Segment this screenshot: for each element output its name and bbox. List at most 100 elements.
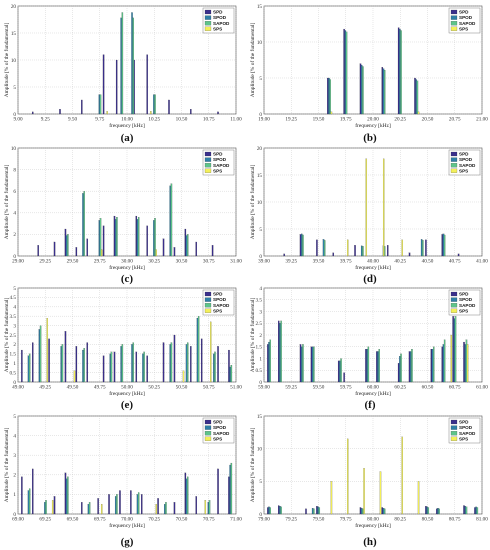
bar-spd [135, 215, 138, 257]
bar-spd [190, 109, 192, 115]
legend-swatch [204, 419, 212, 425]
x-tick-label: 21.00 [476, 117, 488, 123]
bar-spd [21, 349, 23, 383]
panel-label: (a) [121, 132, 134, 144]
x-tick-label: 9.00 [13, 117, 22, 123]
legend-label: SPS [459, 308, 468, 313]
x-tick-label: 50.25 [148, 385, 160, 391]
legend-swatch [450, 21, 458, 26]
x-tick-label: 19.25 [285, 117, 297, 123]
bar-sapod [324, 240, 326, 257]
bar-sapod [187, 234, 189, 257]
y-tick-label: 4 [13, 433, 16, 439]
x-tick-label: 69.00 [12, 517, 24, 523]
bar-spd [157, 498, 159, 515]
legend-label: SPOD [213, 15, 227, 20]
legend-swatch [450, 436, 458, 441]
y-tick-label: 1.5 [256, 345, 263, 351]
x-axis-label: frequency [kHz] [109, 522, 145, 529]
y-tick-label: 10 [257, 446, 263, 452]
x-tick-label: 51.00 [230, 385, 242, 391]
y-tick-label: 5 [259, 227, 262, 233]
x-tick-label: 50.00 [121, 385, 133, 391]
bar-sps [182, 370, 185, 383]
bar-spd [441, 346, 443, 383]
bar-spd [184, 228, 187, 257]
bar-sapod [187, 342, 189, 383]
panel-label: (b) [363, 132, 377, 144]
y-tick-label: 5 [259, 479, 262, 485]
x-tick-label: 70.25 [148, 517, 160, 523]
bar-spd [397, 27, 400, 115]
bar-sapod [422, 240, 424, 257]
bar-spod [382, 508, 385, 515]
legend-label: SPS [213, 168, 222, 173]
legend-swatch [450, 151, 458, 157]
bar-spd [195, 496, 197, 515]
y-tick-label: 15 [257, 4, 263, 10]
y-tick-label: 2 [13, 473, 16, 479]
bar-spd [173, 502, 176, 515]
x-tick-label: 69.50 [67, 517, 79, 523]
x-tick-label: 80.25 [394, 517, 406, 523]
bar-spd [354, 245, 356, 257]
bar-spod [131, 12, 133, 115]
x-tick-label: 10.00 [121, 117, 133, 123]
x-tick-label: 70.75 [203, 517, 215, 523]
bar-sps [365, 158, 368, 257]
x-tick-label: 70.50 [176, 517, 188, 523]
bar-spd [168, 99, 170, 115]
bar-spd [37, 245, 39, 257]
bar-sapod [28, 488, 31, 515]
x-tick-label: 79.00 [258, 517, 270, 523]
bar-spod [136, 494, 139, 515]
bar-sapod [443, 234, 446, 257]
bar-spod [27, 355, 30, 383]
bar-sapod [170, 183, 173, 257]
bar-sapod [99, 218, 102, 257]
legend-label: SPS [459, 168, 468, 173]
legend-label: SPOD [213, 425, 227, 430]
y-tick-label: 20 [11, 4, 17, 10]
y-tick-label: 4.5 [10, 295, 17, 301]
y-axis-label: Amplitude [% of the fundamental] [249, 428, 256, 503]
x-tick-label: 50.50 [176, 385, 188, 391]
x-tick-label: 79.50 [313, 517, 325, 523]
bar-sapod [313, 346, 315, 383]
bar-spod [311, 346, 314, 383]
bar-spod [98, 94, 101, 115]
bar-spd [32, 468, 34, 515]
x-tick-label: 20.75 [449, 117, 461, 123]
bar-spd [211, 245, 214, 257]
bar-sapod [116, 494, 118, 515]
y-tick-label: 15 [257, 173, 263, 179]
bar-sapod [378, 349, 380, 383]
bar-sapod [269, 507, 271, 515]
x-tick-label: 10.25 [148, 117, 160, 123]
legend-label: SPOD [459, 15, 473, 20]
y-tick-label: 0 [259, 254, 262, 260]
x-tick-label: 69.75 [94, 517, 106, 523]
x-tick-label: 20.25 [394, 117, 406, 123]
bar-spd [452, 316, 454, 383]
legend-swatch [204, 291, 212, 297]
bar-sapod [433, 346, 435, 383]
bar-sps [379, 471, 382, 515]
legend-swatch [204, 308, 212, 313]
bar-spd [102, 225, 105, 257]
bar-spod [431, 349, 434, 383]
bar-spd [59, 109, 61, 115]
bar-sapod [362, 66, 364, 115]
bar-spd [173, 247, 176, 257]
bar-sps [155, 249, 157, 257]
legend-swatch [204, 436, 212, 441]
bar-spd [173, 334, 176, 383]
bar-spod [229, 366, 231, 383]
bar-spod [164, 504, 166, 515]
x-tick-label: 39.00 [258, 259, 270, 265]
bar-spod [344, 30, 347, 115]
bar-spod [185, 235, 188, 257]
bar-spd [135, 351, 138, 383]
y-tick-label: 5 [13, 414, 16, 420]
bar-spod [114, 496, 117, 515]
